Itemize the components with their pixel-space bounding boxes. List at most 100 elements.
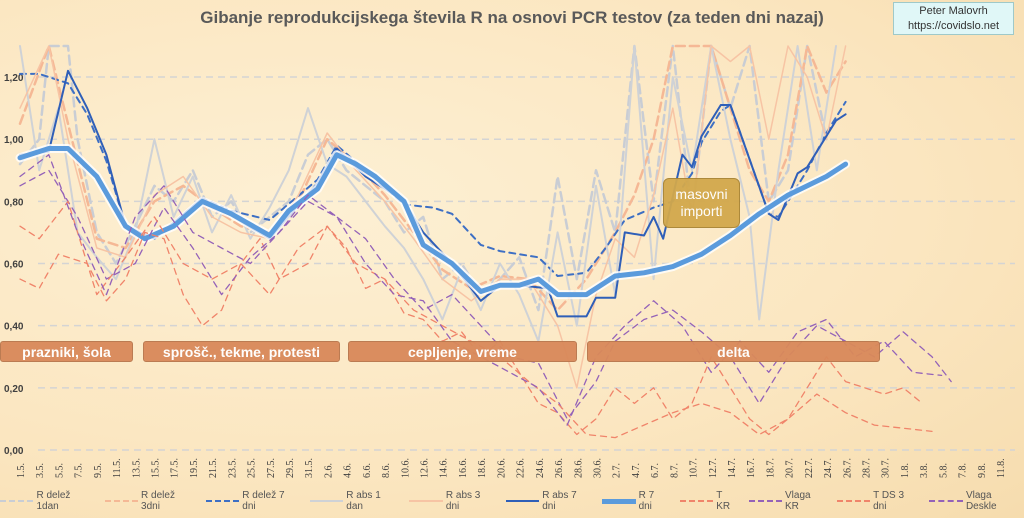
x-tick-label: 9.8. [977,463,988,478]
x-tick-label: 7.5. [74,463,85,478]
x-tick-label: 10.6. [400,458,411,478]
legend-swatch [205,500,240,502]
x-tick-label: 2.6. [323,463,334,478]
x-tick-label: 20.6. [496,458,507,478]
x-tick-label: 6.6. [362,463,373,478]
x-tick-label: 31.5. [304,458,315,478]
x-tick-label: 16.6. [458,458,469,478]
author-name: Peter Malovrh [919,5,988,17]
x-tick-label: 16.7. [746,458,757,478]
x-tick-label: 11.5. [112,458,123,478]
legend-label: R delež 1dan [36,490,71,512]
y-tick-label: 0,80 [4,197,24,208]
x-tick-label: 26.6. [554,458,565,478]
x-tick-label: 22.7. [804,458,815,478]
x-tick-label: 1.8. [900,463,911,478]
x-tick-label: 26.7. [842,458,853,478]
legend-swatch [104,500,139,502]
x-tick-label: 29.5. [285,458,296,478]
x-tick-label: 19.5. [189,458,200,478]
series-line-t-kr [19,225,924,436]
callout-line-2: importi [680,203,723,219]
legend-swatch [0,500,34,502]
annotation-sprosc: sprošč., tekme, protesti [143,341,340,362]
x-tick-label: 1.5. [16,463,27,478]
x-tick-label: 21.5. [208,458,219,478]
x-tick-label: 5.5. [54,463,65,478]
legend-item: R abs 7 dni [505,490,592,512]
legend-swatch [929,500,963,502]
legend-item: T DS 3 dni [836,490,920,512]
x-tick-label: 12.7. [708,458,719,478]
legend-label: T KR [716,490,731,512]
annotation-cepljenje: cepljenje, vreme [348,341,577,362]
x-tick-label: 12.6. [420,458,431,478]
legend-label: R abs 3 dni [445,490,481,512]
x-tick-label: 15.5. [151,458,162,478]
author-website[interactable]: https://covidslo.net [907,20,1000,32]
x-tick-label: 7.8. [958,463,969,478]
annotation-delta: delta [587,341,880,362]
x-tick-label: 30.7. [881,458,892,478]
x-tick-label: 9.5. [93,463,104,478]
legend-item: R 7 dni [602,490,670,512]
legend-item: R delež 7 dni [205,490,300,512]
x-tick-label: 8.7. [669,463,680,478]
legend-label: R abs 7 dni [542,490,577,512]
y-tick-label: 0,20 [4,384,24,395]
x-tick-label: 3.5. [35,463,46,478]
legend-item: T KR [679,490,739,512]
legend-item: Vlaga KR [748,490,827,512]
legend-item: R delež 1dan [0,490,95,512]
legend-swatch [409,500,443,502]
x-axis: 1.5. 3.5. 5.5. 7.5. 9.5. 11.5. 13.5. 15.5. 17.5.… [16,458,1007,478]
x-tick-label: 3.8. [919,463,930,478]
legend-swatch [602,498,636,504]
x-tick-label: 4.7. [631,463,642,478]
y-tick-label: 0,00 [4,446,24,457]
x-tick-label: 14.7. [727,458,738,478]
y-tick-label: 1,20 [4,73,24,84]
x-tick-label: 4.6. [343,463,354,478]
author-box: Peter Malovrh https://covidslo.net [893,2,1014,35]
legend-item: R delež 3dni [104,490,196,512]
y-tick-label: 1,00 [4,135,24,146]
x-tick-label: 24.6. [535,458,546,478]
legend-label: Vlaga KR [785,490,811,512]
x-tick-label: 8.6. [381,463,392,478]
x-tick-label: 28.7. [861,458,872,478]
legend-item: Vlaga Deskle [929,490,1024,512]
x-tick-label: 20.7. [785,458,796,478]
x-tick-label: 10.7. [689,458,700,478]
y-tick-label: 0,40 [4,322,24,333]
legend-swatch [748,500,782,502]
x-tick-label: 25.5. [247,458,258,478]
legend-label: R abs 1 dan [346,490,381,512]
x-tick-label: 5.8. [938,463,949,478]
callout-line-1: masovni [675,186,728,202]
legend: R delež 1dan R delež 3dni R delež 7 dni R a… [0,490,1024,512]
x-tick-label: 14.6. [439,458,450,478]
legend-label: R delež 7 dni [242,490,285,512]
legend-item: R abs 1 dan [309,490,400,512]
x-tick-label: 18.6. [477,458,488,478]
x-tick-label: 13.5. [131,458,142,478]
series-line-r-abs-1-dan [19,45,837,343]
x-tick-label: 17.5. [170,458,181,478]
x-tick-label: 2.7. [612,463,623,478]
x-tick-label: 28.6. [573,458,584,478]
legend-swatch [836,500,871,502]
legend-label: R delež 3dni [141,490,175,512]
legend-swatch [309,500,344,502]
legend-label: Vlaga Deskle [965,490,997,512]
x-tick-label: 11.8. [996,458,1007,478]
y-tick-label: 0,60 [4,260,24,271]
series-lines [15,44,952,439]
x-tick-label: 30.6. [592,458,603,478]
legend-swatch [505,500,540,502]
y-axis: 0,00 0,20 0,40 0,60 0,80 1,00 1,20 [4,73,24,457]
series-line-r-abs-3-dni [19,45,847,389]
chart-title: Gibanje reprodukcijskega števila R na os… [200,8,824,27]
x-tick-label: 23.5. [227,458,238,478]
